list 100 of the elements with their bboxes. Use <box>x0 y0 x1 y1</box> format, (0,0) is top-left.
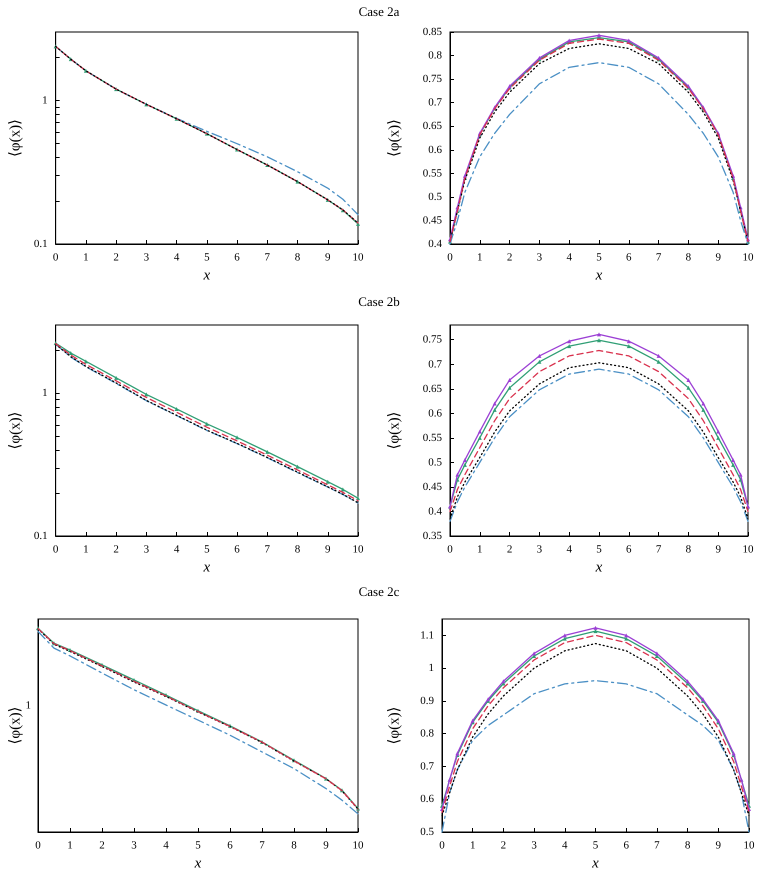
x-tick-label: 2 <box>113 252 119 264</box>
x-axis-title: x <box>591 856 600 872</box>
x-tick-label: 9 <box>715 252 722 264</box>
x-tick-label: 1 <box>83 252 89 264</box>
y-axis-title: ⟨φ(x)⟩ <box>8 118 24 158</box>
y-axis-title: ⟨φ(x)⟩ <box>8 706 24 745</box>
y-tick-label: 0.8 <box>420 728 434 740</box>
x-tick-label: 7 <box>656 544 662 556</box>
x-tick-label: 7 <box>654 840 660 852</box>
x-tick-label: 7 <box>259 840 266 852</box>
x-axis-title: x <box>202 560 210 576</box>
x-tick-label: 8 <box>291 840 298 852</box>
x-tick-label: 5 <box>596 544 602 556</box>
x-tick-label: 4 <box>174 544 180 556</box>
y-tick-label: 0.6 <box>428 144 442 156</box>
y-tick-label: 1 <box>428 662 434 674</box>
x-tick-label: 4 <box>174 252 180 264</box>
y-tick-label: 0.7 <box>428 358 442 370</box>
x-tick-label: 0 <box>52 252 59 264</box>
x-tick-label: 7 <box>264 252 271 264</box>
x-tick-label: 3 <box>531 840 538 852</box>
x-tick-label: 9 <box>715 544 722 556</box>
y-tick-label: 0.75 <box>422 73 442 86</box>
x-tick-label: 5 <box>204 252 210 264</box>
y-tick-label: 0.35 <box>422 530 442 542</box>
x-tick-label: 0 <box>447 252 454 264</box>
x-tick-label: 6 <box>227 840 234 852</box>
y-axis-title: ⟨φ(x)⟩ <box>386 706 402 745</box>
x-tick-label: 3 <box>131 840 138 852</box>
chart-title: Case 2b <box>357 294 401 310</box>
y-tick-label: 0.6 <box>428 407 442 420</box>
x-tick-label: 4 <box>163 840 170 852</box>
chart-title: Case 2c <box>358 584 400 600</box>
y-tick-label: 0.4 <box>428 238 442 250</box>
x-tick-label: 7 <box>264 544 271 556</box>
y-tick-label: 0.1 <box>34 530 48 542</box>
y-tick-label: 0.75 <box>422 334 442 346</box>
y-tick-label: 0.4 <box>428 505 442 518</box>
chart-title: Case 2a <box>358 4 400 20</box>
y-tick-label: 0.55 <box>422 167 442 180</box>
y-tick-label: 0.65 <box>422 120 442 132</box>
y-tick-label: 0.8 <box>428 50 442 62</box>
x-tick-label: 2 <box>113 544 119 556</box>
x-tick-label: 10 <box>352 544 364 556</box>
x-tick-label: 8 <box>294 252 301 264</box>
x-tick-label: 6 <box>626 252 632 264</box>
x-tick-label: 3 <box>536 252 543 264</box>
x-tick-label: 6 <box>234 544 240 556</box>
x-axis-title: x <box>594 560 603 576</box>
x-tick-label: 2 <box>500 840 506 852</box>
y-tick-label: 1.1 <box>420 629 434 642</box>
x-tick-label: 9 <box>323 840 330 852</box>
x-axis-title: x <box>202 268 210 284</box>
x-tick-label: 6 <box>623 840 630 852</box>
x-tick-label: 1 <box>477 544 483 556</box>
x-tick-label: 2 <box>506 544 512 556</box>
x-tick-label: 0 <box>439 840 446 852</box>
y-tick-label: 0.45 <box>422 480 442 493</box>
x-tick-label: 0 <box>35 840 42 852</box>
y-tick-label: 0.5 <box>428 190 442 203</box>
x-tick-label: 10 <box>744 840 755 852</box>
x-tick-label: 9 <box>716 840 722 852</box>
x-tick-label: 4 <box>562 840 568 852</box>
y-tick-label: 0.7 <box>420 760 434 772</box>
x-tick-label: 4 <box>566 252 572 264</box>
y-axis-title: ⟨φ(x)⟩ <box>386 118 402 158</box>
x-tick-label: 0 <box>447 544 454 556</box>
y-tick-label: 0.65 <box>422 382 442 395</box>
y-axis-title: ⟨φ(x)⟩ <box>8 411 24 450</box>
y-axis-title: ⟨φ(x)⟩ <box>386 411 402 450</box>
y-tick-label: 0.1 <box>34 238 48 250</box>
x-tick-label: 8 <box>684 840 691 852</box>
y-tick-label: 0.55 <box>422 432 442 444</box>
x-tick-label: 8 <box>686 544 692 556</box>
y-tick-label: 0.7 <box>428 96 442 109</box>
x-tick-label: 4 <box>566 544 572 556</box>
y-tick-label: 0.45 <box>422 214 442 226</box>
x-tick-label: 5 <box>204 544 210 556</box>
x-tick-label: 3 <box>536 544 543 556</box>
x-tick-label: 6 <box>234 252 240 264</box>
x-axis-title: x <box>594 268 603 284</box>
x-tick-label: 5 <box>195 840 202 852</box>
y-tick-label: 0.85 <box>422 26 442 38</box>
x-tick-label: 10 <box>742 252 754 264</box>
y-tick-label: 0.6 <box>420 793 434 806</box>
x-tick-label: 7 <box>656 252 662 264</box>
x-tick-label: 6 <box>626 544 632 556</box>
x-tick-label: 0 <box>52 544 59 556</box>
y-tick-label: 0.9 <box>420 694 434 707</box>
x-tick-label: 8 <box>686 252 692 264</box>
y-tick-label: 1 <box>42 387 48 400</box>
x-tick-label: 10 <box>352 252 364 264</box>
x-tick-label: 5 <box>596 252 602 264</box>
x-tick-label: 10 <box>742 544 754 556</box>
x-tick-label: 3 <box>144 544 150 556</box>
text: 1 <box>26 699 31 712</box>
x-tick-label: 2 <box>99 840 105 852</box>
y-tick-label: 1 <box>42 94 48 106</box>
y-tick-label: 0.5 <box>420 826 434 838</box>
x-tick-label: 2 <box>506 252 512 264</box>
